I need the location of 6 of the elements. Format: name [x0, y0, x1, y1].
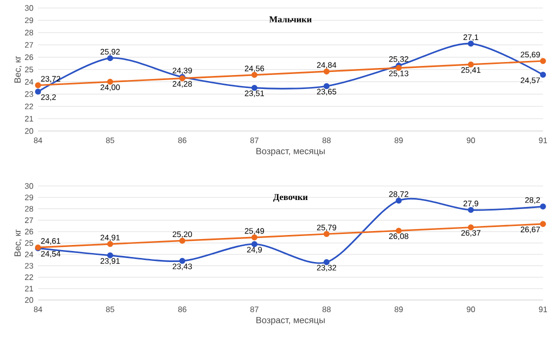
x-axis-title: Возраст, месяцы [256, 148, 325, 156]
text: Мальчики [269, 16, 312, 22]
y-axis-title: Вес, кг [14, 56, 22, 83]
y-axis-title: Вес, кг [14, 229, 22, 256]
x-axis-title: Возраст, месяцы [256, 317, 325, 326]
text: Девочки [273, 194, 308, 202]
